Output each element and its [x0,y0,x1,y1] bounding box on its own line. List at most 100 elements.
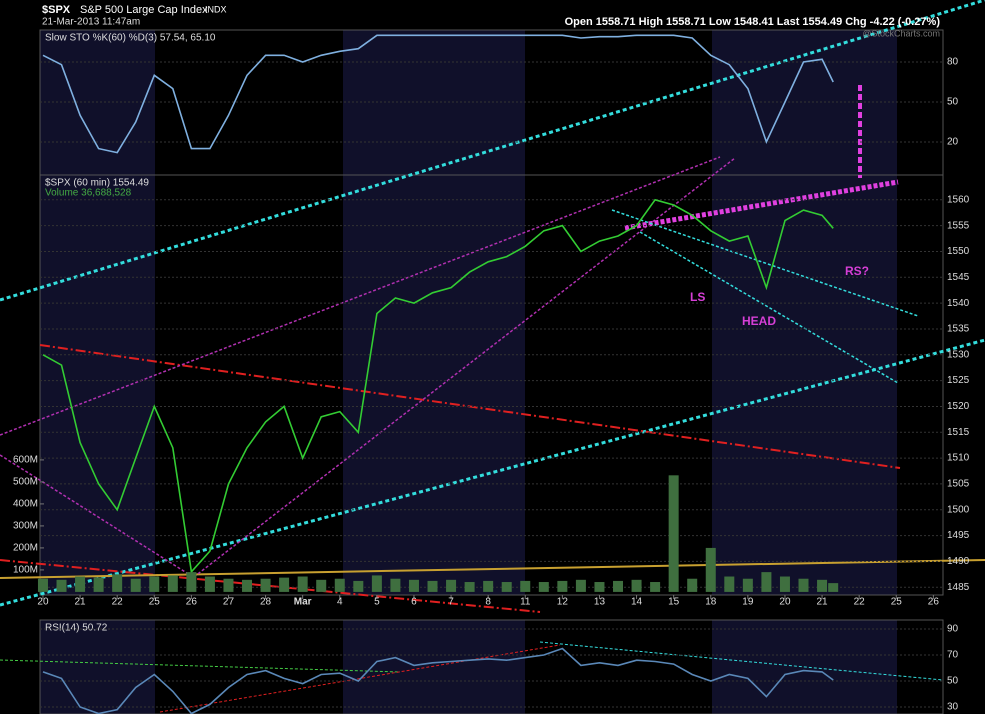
x-tick-label: 28 [260,597,272,608]
y2-tick-label: 300M [13,521,38,532]
x-tick-label: 20 [37,597,49,608]
price-legend: $SPX (60 min) 1554.49 [45,178,149,189]
volume-bar [779,576,790,592]
x-tick-label: 22 [854,597,866,608]
x-tick-label: 25 [149,597,161,608]
panel-borders [39,29,944,714]
week-bands [40,30,897,714]
volume-bar [390,578,401,592]
volume-bar [297,576,308,592]
y-tick-label: 30 [947,702,959,713]
x-tick-label: 7 [448,597,454,608]
exchange: INDX [205,4,227,14]
y-tick-label: 90 [947,624,959,635]
x-tick-label: 12 [557,597,569,608]
y-tick-label: 1495 [947,530,970,541]
volume-bar [279,577,290,592]
y-tick-label: 80 [947,57,959,68]
volume-bar [724,576,735,592]
y-tick-label: 50 [947,676,959,687]
y-tick-label: 50 [947,97,959,108]
volume-bar [631,579,642,592]
sto-legend: Slow STO %K(60) %D(3) 57.54, 65.10 [45,33,216,44]
volume-bar [167,575,178,592]
volume-bar [316,579,327,592]
x-tick-label: 14 [631,597,643,608]
volume-bar [75,576,86,592]
volume-bar [353,580,364,592]
x-tick-label: 19 [742,597,754,608]
x-tick-label: 25 [891,597,903,608]
volume-bar [408,579,419,592]
y-tick-label: 20 [947,137,959,148]
y-tick-label: 1560 [947,194,970,205]
volume-bar [204,576,215,592]
y-tick-label: 1535 [947,324,970,335]
volume-bar [446,579,457,592]
x-tick-label: 18 [705,597,717,608]
x-tick-label: 26 [186,597,198,608]
y-tick-label: 1540 [947,298,970,309]
y-tick-label: 1505 [947,479,970,490]
y-tick-label: 1545 [947,272,970,283]
index-name: S&P 500 Large Cap Index [80,4,208,16]
y-tick-label: 1515 [947,427,970,438]
series-line [42,34,834,154]
y-tick-label: 1500 [947,504,970,515]
y2-tick-label: 500M [13,477,38,488]
volume-bar [93,577,104,592]
volume-legend: Volume 36,688,528 [45,188,132,199]
volume-bar [56,579,67,592]
quote: Open 1558.71 High 1558.71 Low 1548.41 La… [565,16,941,28]
volume-bar [761,572,772,592]
volume-bar [705,547,716,592]
volume-bar [483,580,494,592]
x-tick-label: 8 [485,597,491,608]
volume-bar [371,575,382,592]
x-tick-label: 4 [337,597,343,608]
volume-bar [687,578,698,592]
volume-bar [427,580,438,592]
y2-tick-label: 200M [13,543,38,554]
volume-bar [37,578,48,592]
x-tick-label: 6 [411,597,417,608]
y2-tick-label: 600M [13,455,38,466]
x-tick-label: 22 [112,597,124,608]
x-tick-label: 26 [928,597,940,608]
volume-bar [594,582,605,592]
y-tick-label: 1485 [947,582,970,593]
watermark: @StockCharts.com [862,28,940,38]
series-line [42,647,834,714]
volume-bar [575,579,586,592]
y-tick-label: 1490 [947,556,970,567]
volume-bar [260,578,271,592]
x-tick-label: 27 [223,597,235,608]
volume-bar [112,574,123,592]
volume-bar [130,578,141,592]
volume-bar [464,582,475,592]
y2-tick-label: 100M [13,565,38,576]
volume-bar [520,580,531,592]
y-tick-label: 1520 [947,401,970,412]
volume-bar [613,580,624,592]
volume-bar [650,582,661,592]
date: 21-Mar-2013 11:47am [42,17,140,28]
x-tick-label: 13 [594,597,606,608]
annotation: HEAD [742,314,776,328]
volume-bar [501,582,512,592]
volume-bar [186,572,197,592]
x-tick-label: 15 [668,597,680,608]
volume-bar [742,578,753,592]
volume-bar [242,579,253,592]
x-tick-label: 21 [816,597,828,608]
x-tick-label: 21 [75,597,87,608]
volume-bar [668,475,679,592]
x-tick-label: 5 [374,597,380,608]
annotation: LS [690,290,705,304]
x-tick-label: 20 [779,597,791,608]
y-tick-label: 1525 [947,375,970,386]
annotation: RS? [845,264,869,278]
x-tick-label: Mar [294,597,312,608]
y-tick-label: 1530 [947,349,970,360]
